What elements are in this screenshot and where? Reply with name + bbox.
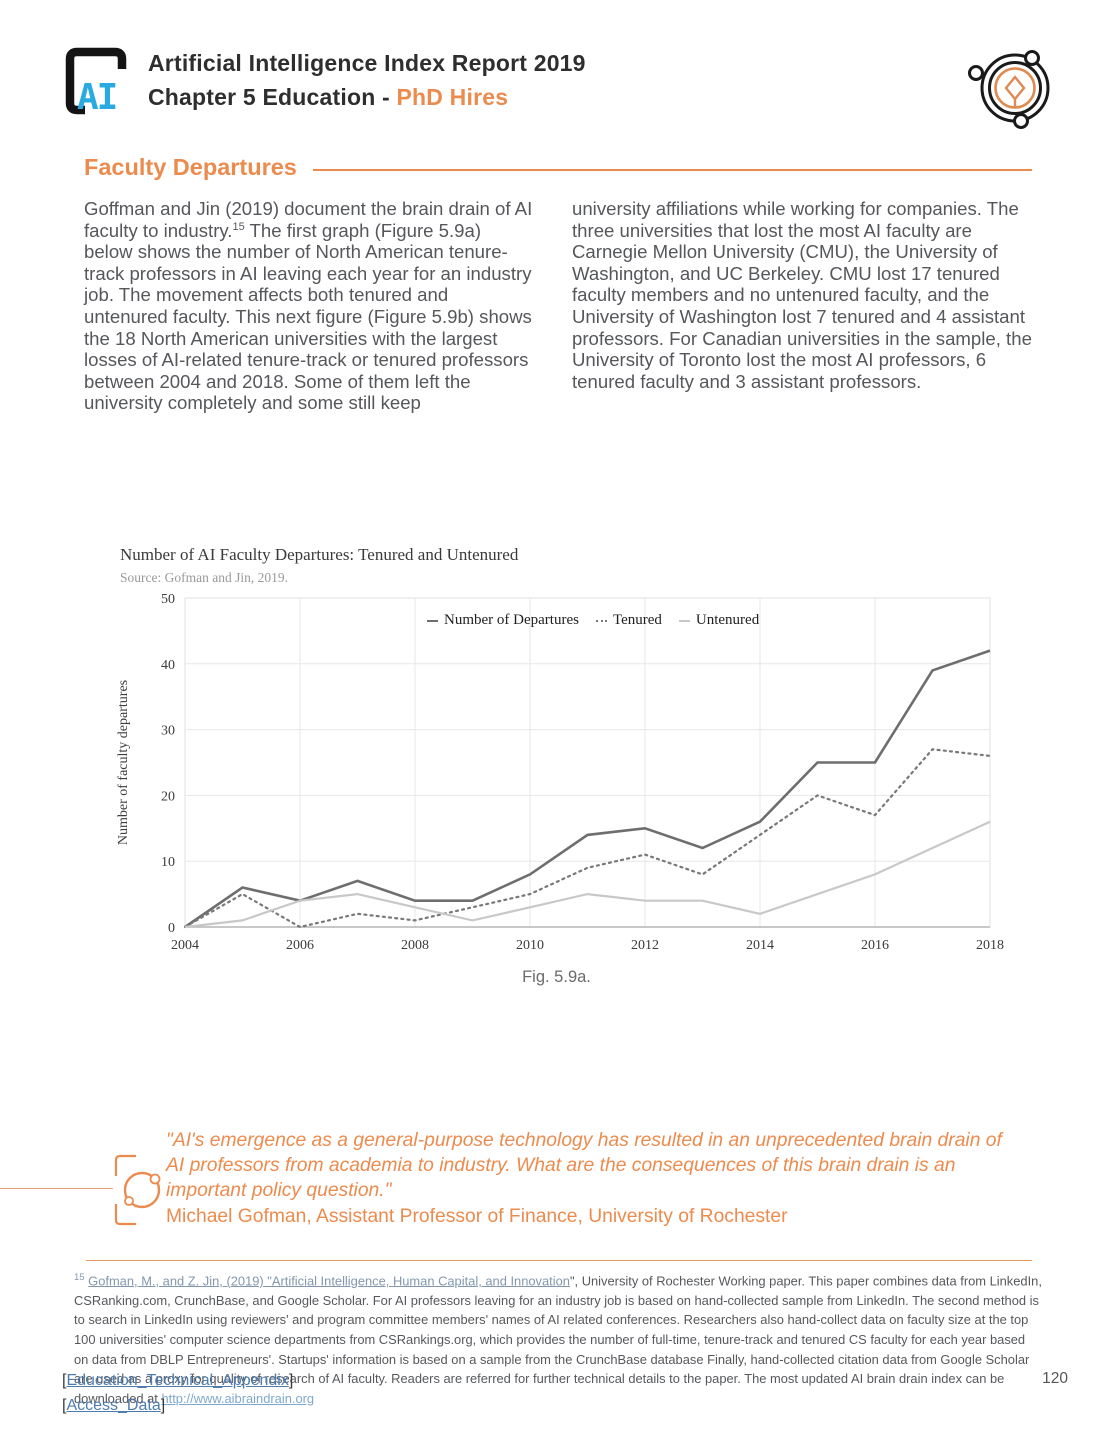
pull-quote: "AI's emergence as a general-purpose tec… [166,1130,1002,1201]
logo-ai-text: AI [77,77,116,118]
page-number: 120 [1042,1370,1068,1387]
chart-title: Number of AI Faculty Departures: Tenured… [120,545,519,564]
svg-text:50: 50 [161,592,175,607]
footer-link-row: [Education_Technical_Appendix] [62,1368,293,1393]
bracket: ] [288,1372,294,1389]
section-header: Faculty Departures [84,154,1032,181]
quote-attribution: Michael Gofman, Assistant Professor of F… [166,1206,788,1227]
education-technical-appendix-link[interactable]: Education_Technical_Appendix [66,1372,289,1389]
bracket: ] [160,1397,166,1414]
chapter-subtitle: Chapter 5 Education - PhD Hires [148,84,508,111]
svg-text:2016: 2016 [861,938,889,953]
chapter-accent: PhD Hires [396,84,509,110]
ai-index-logo: AI [65,47,127,118]
svg-text:2010: 2010 [516,938,544,953]
svg-text:20: 20 [161,789,175,804]
legend-item: Tenured [595,612,662,629]
chart-legend: Number of Departures Tenured Untenured [427,612,759,629]
legend-marker-dotted-line [595,619,607,622]
chart-source: Source: Gofman and Jin, 2019. [120,570,288,585]
legend-label: Tenured [612,612,662,628]
bracket: [ [62,1397,67,1414]
footnote: 15 Gofman, M., and Z. Jin, (2019) "Artif… [74,1268,1042,1408]
svg-text:2018: 2018 [976,938,1004,953]
footer-links: [Education_Technical_Appendix] [Access_D… [62,1368,293,1418]
legend-item: Untenured [678,612,760,629]
legend-label: Untenured [695,612,760,628]
body-text: Goffman and Jin (2019) document the brai… [84,198,533,241]
footnote-url-link[interactable]: http://www.aibraindrain.org [161,1390,315,1406]
svg-text:30: 30 [161,724,175,739]
legend-marker-solid-line [678,619,690,622]
legend-label: Number of Departures [444,612,579,628]
quote-icon [114,1154,161,1226]
svg-text:2014: 2014 [746,938,774,953]
legend-marker-solid-line [427,619,438,622]
faculty-departures-line-chart: 0 10 20 30 40 50 2004 2006 2008 2010 2012 2014 2016 2… [116,592,1004,953]
footnote-paper-link[interactable]: Gofman, M., and Z. Jin, (2019) "Artifici… [88,1273,570,1289]
body-column-right: university affiliations while working fo… [572,198,1034,392]
footnote-divider [86,1260,1032,1261]
access-data-link[interactable]: Access_Data [66,1397,161,1414]
svg-text:Number of faculty departures: Number of faculty departures [116,680,131,845]
report-title: Artificial Intelligence Index Report 201… [148,50,586,76]
footnote-number: 15 [74,1272,85,1283]
svg-text:2006: 2006 [286,938,314,953]
footnote-marker: 15 [232,220,245,233]
body-text: university affiliations while working fo… [572,198,1032,392]
chapter-prefix: Chapter 5 Education - [148,84,397,110]
svg-text:2008: 2008 [401,938,429,953]
svg-text:10: 10 [161,855,175,870]
legend-item: Number of Departures [427,612,579,629]
svg-text:40: 40 [161,658,175,673]
figure-caption: Fig. 5.9a. [522,968,591,986]
body-text: The first graph (Figure 5.9a) below show… [84,219,532,414]
section-title: Faculty Departures [84,154,297,180]
footnote-text: ", University of Rochester Working paper… [74,1273,1042,1406]
svg-text:2012: 2012 [631,938,659,953]
body-column-left: Goffman and Jin (2019) document the brai… [84,198,533,414]
footer-link-row: [Access_Data] [62,1393,293,1418]
ai-index-emblem-icon [968,50,1050,129]
svg-text:0: 0 [168,921,175,936]
svg-text:2004: 2004 [171,938,199,953]
bracket: [ [62,1372,67,1389]
section-divider [312,168,1032,171]
quote-left-rule [0,1188,113,1189]
